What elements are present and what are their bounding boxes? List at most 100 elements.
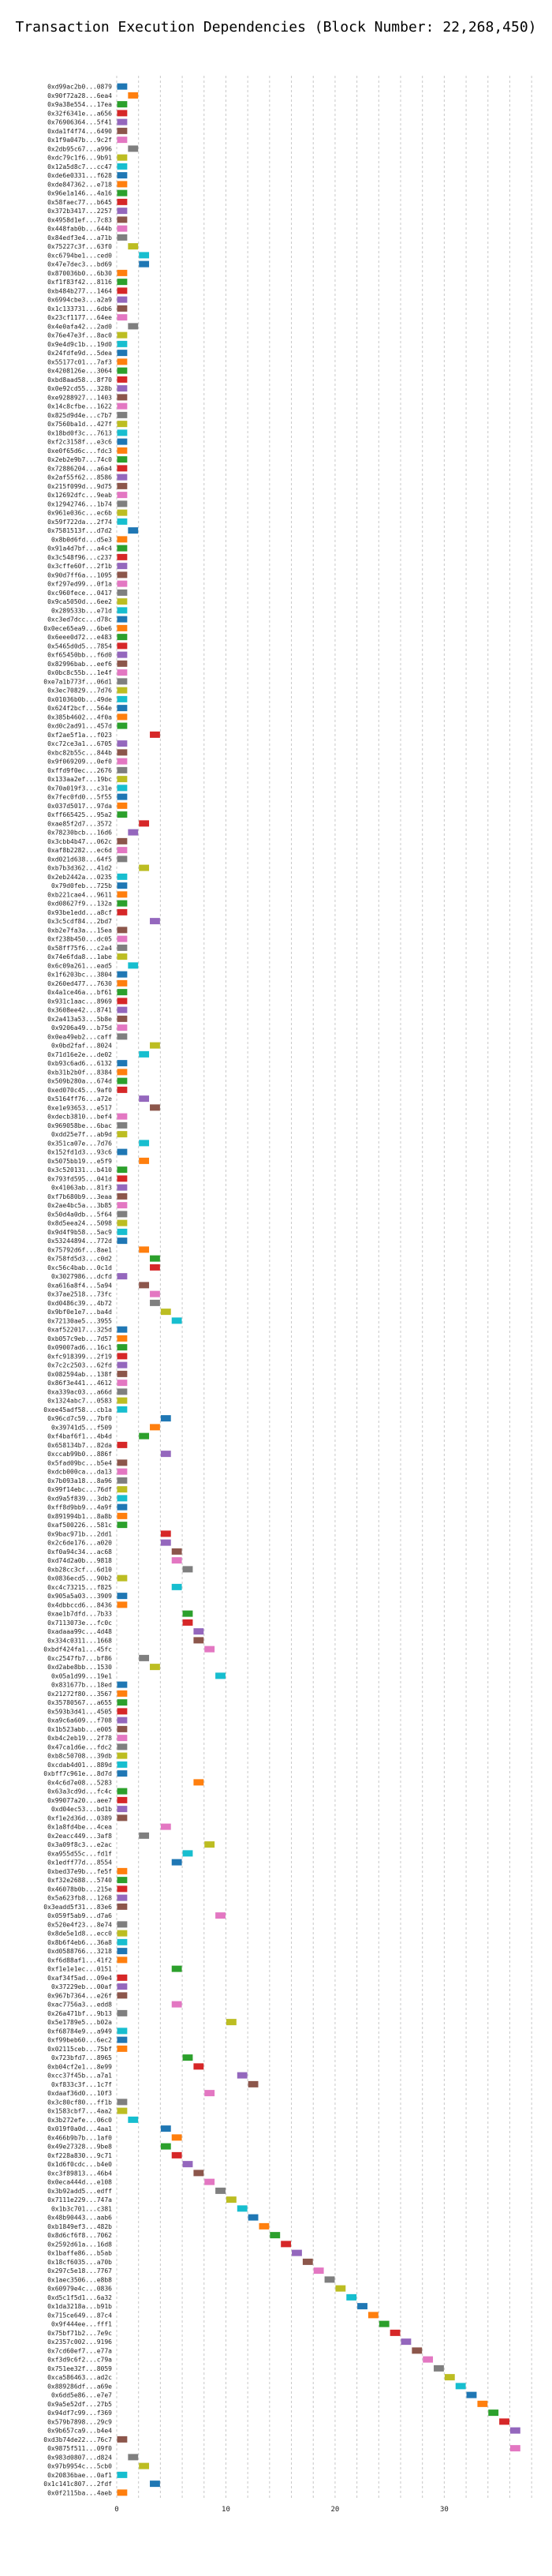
transaction-bar bbox=[117, 634, 128, 641]
transaction-bar bbox=[117, 598, 128, 605]
transaction-bar bbox=[117, 1699, 128, 1706]
y-tick-label: 0x297c5e18...7767 bbox=[47, 2267, 112, 2275]
transaction-bar bbox=[117, 1770, 128, 1777]
transaction-bar bbox=[117, 580, 128, 587]
transaction-bar bbox=[117, 101, 128, 108]
y-tick-label: 0xdc79c1f6...9b91 bbox=[47, 155, 112, 162]
y-tick-label: 0x41063ab...81f3 bbox=[51, 1185, 112, 1192]
y-tick-label: 0x7b093a18...8a96 bbox=[47, 1477, 112, 1485]
y-tick-label: 0x793fd595...041d bbox=[47, 1175, 112, 1182]
transaction-bar bbox=[117, 1796, 128, 1803]
bars-layer bbox=[117, 83, 520, 2496]
y-tick-label: 0xb1849ef3...482b bbox=[47, 2223, 112, 2230]
transaction-bar bbox=[117, 1938, 128, 1945]
y-tick-label: 0x152fd1d3...93c6 bbox=[47, 1149, 112, 1156]
y-tick-label: 0x99f14ebc...76df bbox=[47, 1486, 112, 1493]
transaction-bar bbox=[117, 722, 128, 729]
y-tick-label: 0x1da3218a...b91b bbox=[47, 2303, 112, 2310]
y-tick-label: 0x905a5a03...3909 bbox=[47, 1593, 112, 1600]
y-tick-label: 0x37229eb...00af bbox=[51, 1983, 112, 1990]
y-tick-label: 0xf238b450...dc05 bbox=[47, 936, 112, 943]
transaction-bar bbox=[171, 1557, 182, 1564]
transaction-bar bbox=[117, 571, 128, 578]
transaction-bar bbox=[117, 2036, 128, 2043]
transaction-bar bbox=[117, 1353, 128, 1360]
y-tick-label: 0x889286df...a69e bbox=[47, 2383, 112, 2390]
y-tick-label: 0x967b7364...e26f bbox=[47, 1992, 112, 1999]
transaction-bar bbox=[117, 1717, 128, 1724]
transaction-bar bbox=[117, 2107, 128, 2114]
y-tick-label: 0xc4c73215...f825 bbox=[47, 1584, 112, 1591]
transaction-bar bbox=[117, 1930, 128, 1937]
y-tick-label: 0x215f099d...9d75 bbox=[47, 483, 112, 490]
transaction-bar bbox=[117, 438, 128, 445]
y-tick-label: 0x59f722da...2f74 bbox=[47, 519, 112, 526]
transaction-bar bbox=[117, 1077, 128, 1084]
transaction-bar bbox=[182, 2054, 193, 2061]
y-tick-label: 0xe1e93653...e517 bbox=[47, 1104, 112, 1111]
transaction-bar bbox=[117, 1228, 128, 1235]
x-tick-label: 30 bbox=[440, 2506, 449, 2514]
transaction-bar bbox=[171, 1965, 182, 1972]
transaction-bar bbox=[150, 1104, 160, 1111]
y-tick-label: 0x4c6d7e08...5283 bbox=[47, 1779, 112, 1786]
y-tick-label: 0x7fec0fd0...5f55 bbox=[47, 794, 112, 801]
transaction-bar bbox=[117, 456, 128, 463]
transaction-bar bbox=[117, 1495, 128, 1502]
y-tick-label: 0xbd8aad58...8f70 bbox=[47, 376, 112, 384]
transaction-bar bbox=[117, 1344, 128, 1351]
transaction-bar bbox=[117, 1752, 128, 1759]
y-tick-label: 0x9b657ca9...b4e4 bbox=[47, 2428, 112, 2435]
transaction-bar bbox=[171, 1583, 182, 1590]
y-tick-label: 0xdd25e7f...ab9d bbox=[51, 1131, 112, 1138]
y-tick-label: 0x2eacc449...3af8 bbox=[47, 1833, 112, 1840]
transaction-bar bbox=[117, 953, 128, 960]
transaction-bar bbox=[117, 189, 128, 197]
y-tick-label: 0x520e4f23...8e74 bbox=[47, 1921, 112, 1928]
transaction-bar bbox=[117, 1761, 128, 1768]
transaction-bar bbox=[117, 837, 128, 844]
y-tick-label: 0x5164ff76...a72e bbox=[47, 1095, 112, 1103]
y-tick-label: 0xe7a1b773f...06d1 bbox=[43, 678, 112, 685]
transaction-bar bbox=[139, 1050, 150, 1058]
y-tick-label: 0x47e7dec3...bd69 bbox=[47, 261, 112, 268]
transaction-bar bbox=[117, 172, 128, 179]
y-tick-label: 0xb7b3d362...41d2 bbox=[47, 865, 112, 872]
transaction-bar bbox=[117, 1006, 128, 1013]
y-tick-label: 0x37ae2518...73fc bbox=[47, 1291, 112, 1298]
transaction-bar bbox=[379, 2320, 390, 2327]
transaction-bar bbox=[117, 1921, 128, 1928]
transaction-bar bbox=[117, 1894, 128, 1901]
transaction-bar bbox=[117, 651, 128, 658]
transaction-bar bbox=[117, 1033, 128, 1040]
transaction-bar bbox=[117, 998, 128, 1005]
y-tick-label: 0x969058be...6bac bbox=[47, 1122, 112, 1129]
y-tick-label: 0x6c09a261...ead5 bbox=[47, 962, 112, 969]
y-tick-label: 0xaf34f5ad...09e4 bbox=[47, 1975, 112, 1982]
y-tick-label: 0xf2c3158f...e3c6 bbox=[47, 439, 112, 446]
transaction-bar bbox=[117, 1468, 128, 1475]
transaction-bar bbox=[171, 1548, 182, 1555]
y-tick-label: 0xd3b74de22...76c7 bbox=[43, 2436, 112, 2443]
transaction-bar bbox=[117, 1867, 128, 1874]
y-tick-label: 0x2c6de176...a020 bbox=[47, 1540, 112, 1547]
transaction-bar bbox=[160, 2143, 171, 2150]
transaction-bar bbox=[117, 1361, 128, 1368]
transaction-bar bbox=[226, 2019, 237, 2026]
y-tick-label: 0x3608ee42...8741 bbox=[47, 1007, 112, 1014]
transaction-bar bbox=[117, 1885, 128, 1893]
transaction-bar bbox=[117, 429, 128, 436]
transaction-bar bbox=[117, 376, 128, 383]
y-tick-label: 0xb04cf2e1...8e99 bbox=[47, 2063, 112, 2070]
y-tick-label: 0x5e1789e5...b02a bbox=[47, 2019, 112, 2026]
transaction-bar bbox=[117, 2489, 128, 2496]
y-tick-label: 0xd0c2ad91...457d bbox=[47, 723, 112, 730]
transaction-bar bbox=[139, 1095, 150, 1103]
y-tick-label: 0x75bf71b2...7e9c bbox=[47, 2330, 112, 2337]
transaction-bar bbox=[117, 1708, 128, 1715]
transaction-bar bbox=[171, 2001, 182, 2008]
transaction-bar bbox=[117, 705, 128, 712]
y-tick-label: 0x983d0807...d824 bbox=[47, 2454, 112, 2461]
transaction-bar bbox=[193, 1628, 204, 1635]
y-tick-label: 0xf228a830...9c71 bbox=[47, 2152, 112, 2159]
